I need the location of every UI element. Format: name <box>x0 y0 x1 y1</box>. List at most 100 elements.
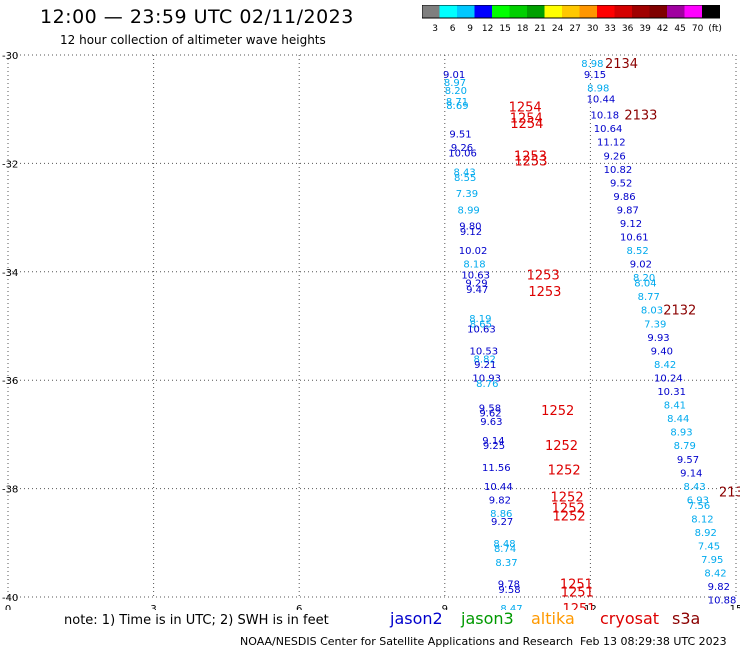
data-point-label: 8.37 <box>495 558 517 569</box>
data-point-label: 8.86 <box>490 509 512 520</box>
data-point-label: 10.44 <box>587 94 616 105</box>
data-point-label: 9.62 <box>479 409 501 420</box>
data-point-label: 8.47 <box>500 604 522 610</box>
data-point-label: 9.47 <box>466 285 488 296</box>
pass-number-label: 1254 <box>510 111 543 126</box>
data-point-label: 11.12 <box>597 138 626 149</box>
x-tick-label: 15 <box>730 604 740 610</box>
pass-number-label: 2133 <box>624 109 657 124</box>
data-point-label: 10.88 <box>708 596 737 607</box>
data-point-label: 8.44 <box>667 414 689 425</box>
colorbar-label: 15 <box>499 24 510 34</box>
chart-title: 12:00 — 23:59 UTC 02/11/2023 <box>40 6 354 28</box>
data-point-label: 8.41 <box>664 401 686 412</box>
data-point-label: 10.06 <box>448 149 477 160</box>
data-point-label: 9.01 <box>443 70 465 81</box>
data-point-label: 9.52 <box>610 178 632 189</box>
data-point-label: 10.18 <box>590 111 619 122</box>
pass-number-label: 1252 <box>541 404 574 419</box>
colorbar-label: 3 <box>432 24 438 34</box>
colorbar-label: 18 <box>517 24 529 34</box>
pass-number-label: 1253 <box>514 155 547 170</box>
data-point-label: 8.98 <box>587 84 609 95</box>
data-point-label: 9.29 <box>465 279 487 290</box>
data-point-label: 9.51 <box>449 130 471 141</box>
data-point-label: 8.65 <box>470 319 492 330</box>
data-point-label: 8.19 <box>469 314 491 325</box>
pass-number-label: 1251 <box>560 577 593 592</box>
data-point-label: 9.14 <box>680 468 702 479</box>
data-point-label: 7.95 <box>701 555 723 566</box>
y-tick-label: -36 <box>2 376 18 387</box>
colorbar-swatch <box>632 5 650 18</box>
footnote: note: 1) Time is in UTC; 2) SWH is in fe… <box>64 613 329 628</box>
colorbar-swatch <box>702 5 720 18</box>
pass-number-label: 1252 <box>545 439 578 454</box>
data-point-label: 8.20 <box>633 273 655 284</box>
data-point-label: 9.86 <box>613 192 635 203</box>
data-point-label: 10.64 <box>594 124 623 135</box>
y-tick-label: -38 <box>2 485 18 496</box>
data-point-label: 8.43 <box>683 482 705 493</box>
data-point-label: 10.53 <box>470 346 499 357</box>
y-tick-label: -30 <box>2 51 18 62</box>
chart-subtitle: 12 hour collection of altimeter wave hei… <box>60 33 326 47</box>
colorbar-label: 6 <box>450 24 456 34</box>
x-tick-label: 6 <box>296 604 302 610</box>
data-point-label: 9.58 <box>479 403 501 414</box>
data-point-label: 9.87 <box>617 205 639 216</box>
data-point-label: 8.76 <box>476 379 498 390</box>
pass-number-label: 1251 <box>561 586 594 601</box>
data-point-label: 9.57 <box>677 455 699 466</box>
data-point-label: 10.02 <box>459 246 488 257</box>
data-point-label: 9.27 <box>491 517 513 528</box>
color-scale-legend: 3 6 9 12 15 18 21 24 27 30 33 36 39 42 45 70 (ft) <box>422 5 722 34</box>
pass-number-label: 1252 <box>552 502 585 517</box>
data-point-label: 9.02 <box>630 260 652 271</box>
colorbar-swatch <box>579 5 597 18</box>
colorbar-label: 42 <box>657 24 668 34</box>
pass-number-label: 1252 <box>551 491 584 506</box>
data-point-label: 8.52 <box>626 246 648 257</box>
data-point-label: 6.93 <box>687 495 709 506</box>
colorbar-label: 21 <box>534 24 545 34</box>
pass-number-label: 2134 <box>605 57 638 72</box>
colorbar-label: 45 <box>674 24 685 34</box>
colorbar-frame <box>422 5 720 19</box>
x-tick-label: 9 <box>442 604 448 610</box>
data-point-label: 8.98 <box>581 59 603 70</box>
data-point-label: 8.74 <box>494 544 516 555</box>
colorbar-label: (ft) <box>708 24 722 34</box>
pass-number-label: 2132 <box>663 304 696 319</box>
pass-number-label: 1253 <box>527 269 560 284</box>
data-point-label: 8.79 <box>674 441 696 452</box>
wave-height-plot: 0 3 6 9 12 15-30-32-34-36-38-409.018.978.208.… <box>2 51 740 610</box>
colorbar-swatch <box>667 5 685 18</box>
data-point-label: 8.69 <box>446 101 468 112</box>
data-point-label: 9.93 <box>647 333 669 344</box>
colorbar-swatch <box>597 5 615 18</box>
pass-number-label: 1253 <box>528 285 561 300</box>
x-tick-label: 12 <box>584 604 597 610</box>
data-point-label: 10.21 <box>711 609 740 610</box>
data-point-label: 8.71 <box>446 97 468 108</box>
data-point-label: 10.44 <box>484 482 513 493</box>
legend-cryosat: cryosat <box>600 609 660 628</box>
data-point-label: 8.43 <box>453 168 475 179</box>
colorbar-label: 70 <box>692 24 704 34</box>
data-point-label: 8.20 <box>445 86 467 97</box>
colorbar-swatch <box>422 5 440 18</box>
colorbar-swatch <box>492 5 510 18</box>
credit-line: NOAA/NESDIS Center for Satellite Applica… <box>240 635 574 648</box>
colorbar-swatch <box>544 5 562 18</box>
colorbar-swatch <box>684 5 702 18</box>
data-point-label: 9.14 <box>482 436 504 447</box>
pass-number-label: 1253 <box>514 149 547 164</box>
data-point-label: 8.82 <box>474 355 496 366</box>
data-point-label: 9.78 <box>498 579 520 590</box>
data-point-label: 9.21 <box>474 360 496 371</box>
data-point-label: 7.39 <box>644 319 666 330</box>
data-point-label: 8.04 <box>634 279 656 290</box>
colorbar-label: 24 <box>552 24 564 34</box>
data-point-label: 7.45 <box>698 542 720 553</box>
